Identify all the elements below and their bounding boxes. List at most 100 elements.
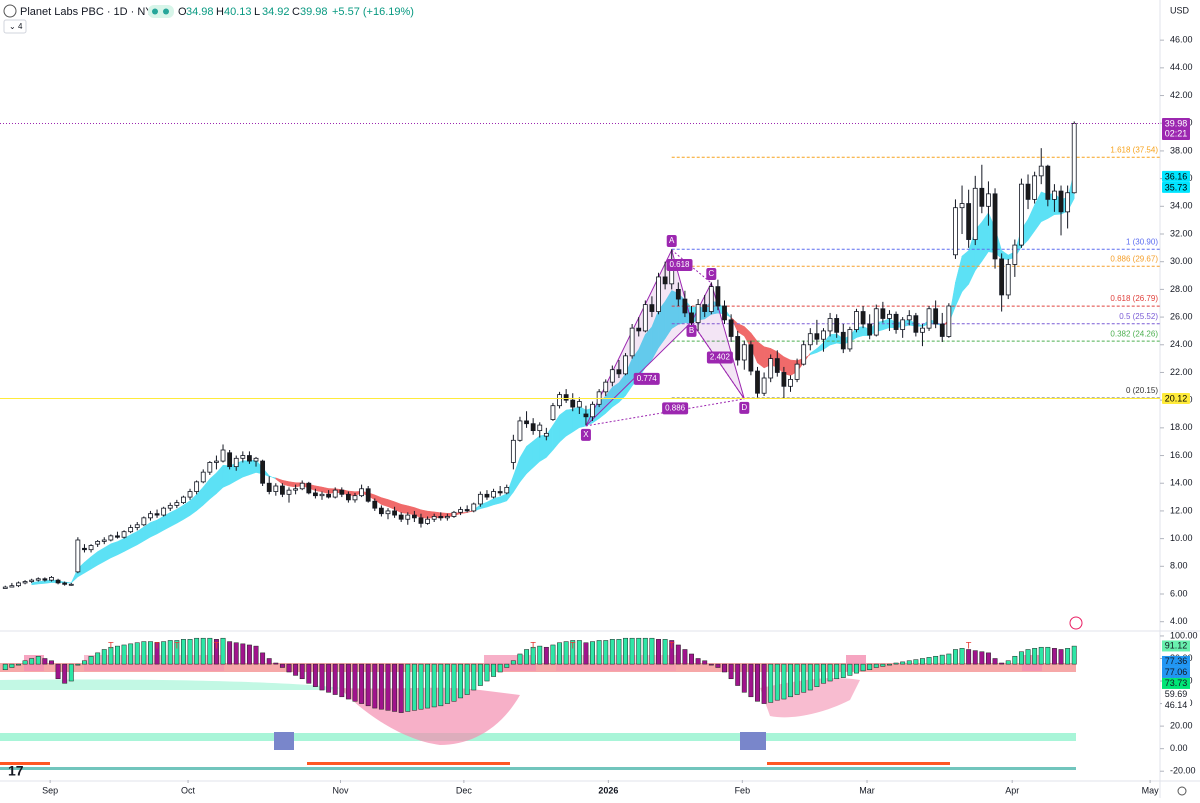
- candle-body: [128, 527, 134, 533]
- candle-body: [583, 413, 589, 418]
- ribbon: [572, 406, 580, 433]
- candle-body: [913, 315, 919, 333]
- osc-bar: [755, 663, 760, 702]
- osc-bar: [510, 660, 516, 665]
- osc-bar: [827, 663, 833, 682]
- pattern-point-label: X: [583, 430, 589, 439]
- osc-bar: [629, 637, 635, 665]
- logo: 17: [8, 763, 24, 779]
- osc-bar: [180, 639, 186, 665]
- osc-bar: [801, 663, 807, 693]
- candle-body: [484, 493, 490, 498]
- candle-body: [695, 304, 701, 324]
- candle-body: [768, 358, 774, 379]
- osc-bar: [233, 642, 239, 665]
- osc-bar: [22, 660, 28, 665]
- osc-bar: [121, 644, 127, 665]
- overbought-box: [484, 655, 536, 671]
- alert-icon[interactable]: [1069, 616, 1083, 630]
- candle-body: [1025, 183, 1031, 200]
- osc-bar: [458, 663, 464, 699]
- candle-body: [537, 424, 543, 432]
- candle-body: [629, 327, 635, 357]
- candle-body: [1005, 264, 1011, 296]
- osc-bar: [768, 663, 774, 703]
- candle-body: [636, 327, 642, 332]
- candle-body: [1071, 123, 1077, 194]
- osc-bar: [398, 663, 404, 713]
- candle-body: [847, 329, 853, 350]
- osc-bar: [926, 657, 932, 665]
- candle-body: [392, 510, 397, 516]
- candle-body: [563, 394, 569, 401]
- candle-body: [887, 313, 892, 319]
- ohlc-label: C: [292, 6, 300, 18]
- osc-bar: [999, 662, 1005, 665]
- osc-marker: T: [174, 640, 180, 650]
- settings-icon[interactable]: [1177, 786, 1187, 796]
- symbol-title[interactable]: Planet Labs PBC · 1D · NYSE: [20, 6, 167, 18]
- candle-body: [1065, 192, 1071, 213]
- y-tick-label: 4.00: [1170, 616, 1188, 626]
- osc-bar: [913, 659, 919, 665]
- indicator-toggle[interactable]: [3, 19, 27, 34]
- ribbon: [249, 459, 257, 476]
- osc-bar: [695, 658, 701, 665]
- osc-bar: [814, 663, 820, 687]
- osc-bar: [378, 663, 384, 710]
- price-tag-label: 39.98: [1165, 118, 1188, 128]
- candle-body: [840, 331, 846, 350]
- osc-bar: [979, 651, 985, 665]
- osc-bar: [636, 637, 642, 665]
- candle-body: [999, 258, 1005, 296]
- ratio-box: [706, 351, 733, 364]
- osc-bar: [220, 637, 226, 665]
- status-pill[interactable]: [148, 5, 174, 18]
- osc-y-tick-label: 0.00: [1170, 743, 1188, 753]
- osc-bar: [741, 663, 747, 693]
- osc-tag: [1162, 640, 1190, 652]
- currency[interactable]: USD: [1170, 5, 1190, 15]
- upper-band: [0, 663, 1076, 672]
- candle-body: [1052, 190, 1057, 200]
- ratio-label: 0.886: [665, 404, 686, 413]
- osc-bar: [213, 639, 219, 665]
- candle-body: [207, 462, 213, 473]
- osc-bar: [570, 640, 576, 665]
- price-tag-label: 36.16: [1165, 171, 1188, 181]
- candle-body: [187, 491, 193, 498]
- candle-body: [788, 378, 793, 387]
- osc-bar: [834, 663, 840, 680]
- osc-bar: [187, 639, 193, 665]
- fib-label: 0.886 (29.67): [1110, 254, 1158, 263]
- candle-body: [491, 491, 496, 498]
- candle-body: [933, 308, 939, 325]
- osc-bar: [781, 663, 787, 700]
- ohlc-label: O: [178, 6, 187, 18]
- candle-body: [1032, 175, 1038, 200]
- candle-body: [319, 493, 325, 497]
- candle-body: [405, 514, 411, 520]
- candle-body: [167, 504, 173, 509]
- trend-strip: [307, 762, 510, 765]
- candle-body: [339, 489, 345, 495]
- y-tick-label: 44.00: [1170, 62, 1193, 72]
- pattern-point-label: B: [689, 326, 694, 335]
- candle-body: [9, 585, 15, 588]
- candle-body: [979, 187, 985, 207]
- osc-bar: [299, 663, 305, 680]
- osc-y-tick-label: 20.00: [1170, 720, 1193, 730]
- fib-label: 1 (30.90): [1126, 237, 1158, 246]
- candle-body: [543, 432, 549, 437]
- candle-body: [431, 516, 437, 520]
- candle-body: [49, 576, 54, 581]
- candle-body: [115, 535, 120, 538]
- y-tick-label: 26.00: [1170, 311, 1193, 321]
- candle-body: [893, 313, 899, 330]
- candle-body: [352, 495, 358, 501]
- candle-body: [814, 333, 820, 340]
- osc-bar: [29, 658, 35, 665]
- osc-bar: [887, 663, 892, 666]
- candle-body: [966, 203, 972, 240]
- osc-bar: [880, 663, 886, 667]
